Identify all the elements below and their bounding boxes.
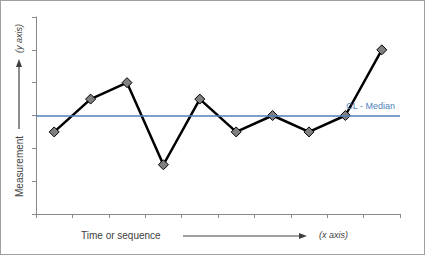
svg-text:CL - Median: CL - Median	[346, 101, 395, 111]
svg-text:(y axis): (y axis)	[14, 24, 24, 53]
svg-text:Measurement: Measurement	[14, 136, 25, 197]
svg-text:Time or sequence: Time or sequence	[81, 230, 161, 241]
svg-text:(x axis): (x axis)	[319, 230, 348, 240]
